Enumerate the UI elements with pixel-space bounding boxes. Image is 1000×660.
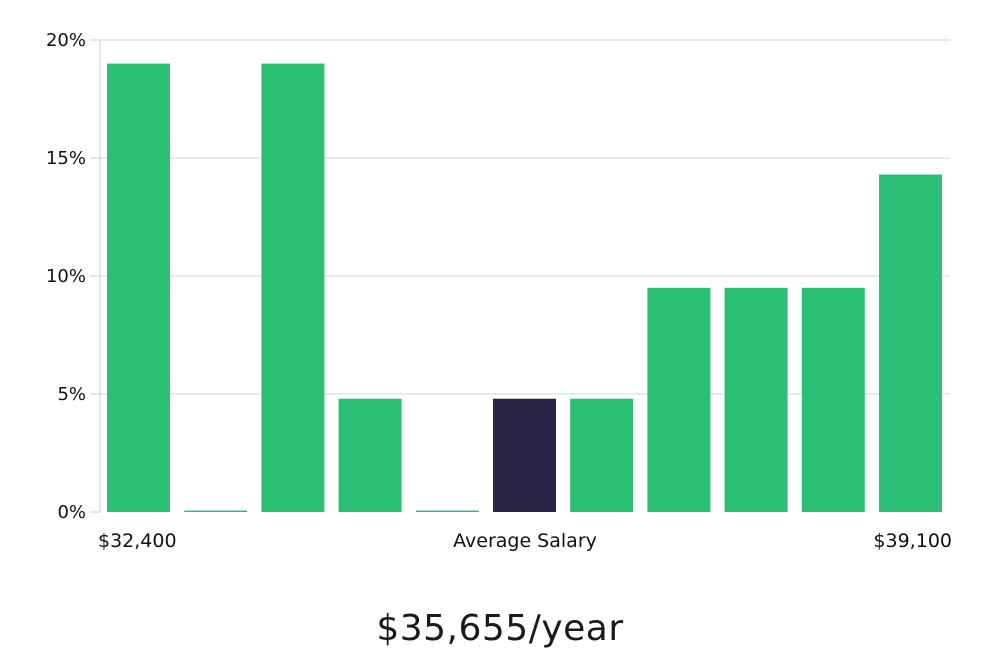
y-tick-label: 0% bbox=[57, 502, 86, 523]
x-label-min: $32,400 bbox=[98, 530, 177, 552]
average-salary-value: $35,655/year bbox=[376, 608, 624, 649]
x-label-max: $39,100 bbox=[873, 530, 952, 552]
y-tick-label: 10% bbox=[46, 266, 86, 287]
x-label-average: Average Salary bbox=[453, 530, 597, 552]
bar bbox=[724, 287, 788, 512]
bar bbox=[184, 510, 248, 512]
bar bbox=[801, 287, 865, 512]
bar bbox=[107, 63, 170, 512]
y-axis-ticks: 0% 5% 10% 15% 20% bbox=[46, 30, 100, 523]
bar-highlight bbox=[493, 398, 556, 512]
bar bbox=[261, 63, 325, 512]
bar bbox=[879, 174, 942, 512]
bar bbox=[647, 287, 711, 512]
bar bbox=[338, 398, 402, 512]
y-tick-label: 5% bbox=[57, 384, 86, 405]
y-tick-label: 20% bbox=[46, 30, 86, 51]
y-tick-label: 15% bbox=[46, 148, 86, 169]
salary-histogram: 0% 5% 10% 15% 20% $32,400 Average Salary $39… bbox=[46, 30, 952, 552]
bars bbox=[107, 63, 942, 512]
bar bbox=[415, 510, 479, 512]
bar bbox=[570, 398, 634, 512]
